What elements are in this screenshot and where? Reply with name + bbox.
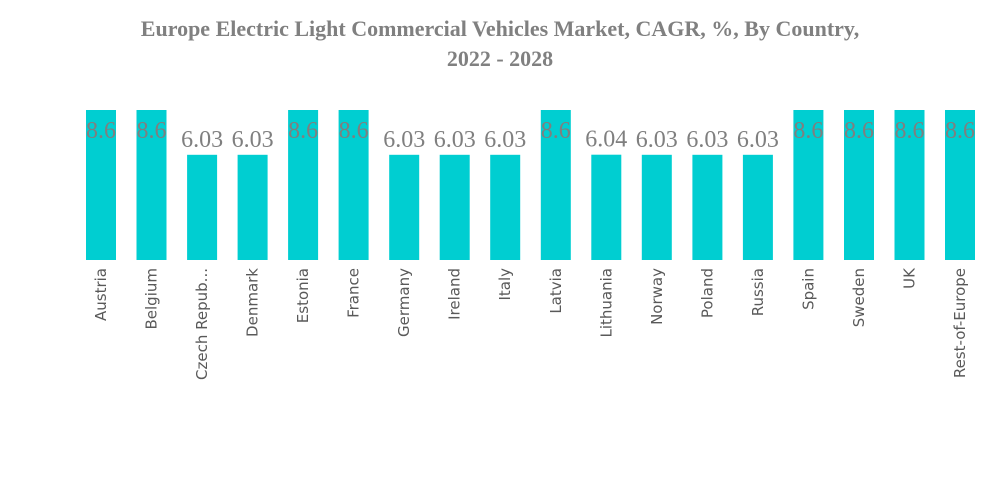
- data-label-norway: 6.03: [636, 127, 678, 153]
- data-label-russia: 6.03: [737, 127, 779, 153]
- data-label-poland: 6.03: [686, 127, 728, 153]
- bar-ireland: [439, 154, 470, 260]
- bar-denmark: [237, 154, 268, 260]
- data-label-latvia: 8.6: [541, 118, 571, 144]
- data-label-czech-repub: 6.03: [181, 127, 223, 153]
- x-tick-label-austria: Austria: [92, 268, 110, 321]
- x-tick-label-spain: Spain: [799, 268, 817, 310]
- bar-spain: [793, 110, 824, 260]
- x-tick-label-italy: Italy: [496, 268, 514, 301]
- bar-austria: [86, 110, 116, 260]
- x-tick-label-france: France: [345, 268, 363, 318]
- data-labels-group: 8.6 8.6 6.03 6.03 8.6 8.6 6.03 6.03 6.03 8.6 6.04 6…: [86, 118, 975, 153]
- data-label-belgium: 8.6: [137, 118, 167, 144]
- x-tick-label-russia: Russia: [749, 268, 767, 316]
- x-tick-label-estonia: Estonia: [294, 268, 312, 323]
- bar-estonia: [288, 110, 319, 260]
- bar-norway: [641, 154, 672, 260]
- data-label-ireland: 6.03: [434, 127, 476, 153]
- x-tick-label-latvia: Latvia: [547, 268, 565, 314]
- x-tick-label-belgium: Belgium: [143, 268, 161, 330]
- bar-poland: [692, 154, 723, 260]
- bar-czech-repub: [187, 154, 218, 260]
- bar-rest-of-europe: [945, 110, 975, 260]
- x-tick-label-ireland: Ireland: [446, 268, 464, 320]
- x-tick-labels-group: Austria Belgium Czech Repub... Denmark Eston…: [92, 267, 969, 380]
- data-label-uk: 8.6: [895, 118, 925, 144]
- x-tick-label-germany: Germany: [395, 268, 413, 337]
- x-tick-label-rest-of-europe: Rest-of-Europe: [951, 268, 969, 378]
- data-label-spain: 8.6: [793, 118, 823, 144]
- data-label-estonia: 8.6: [288, 118, 318, 144]
- x-tick-label-poland: Poland: [698, 268, 716, 318]
- data-label-austria: 8.6: [86, 118, 116, 144]
- x-tick-label-czech-repub: Czech Repub...: [193, 268, 211, 380]
- bars-group: [86, 110, 975, 260]
- x-tick-label-sweden: Sweden: [850, 268, 868, 327]
- bar-latvia: [540, 110, 571, 260]
- bar-russia: [742, 154, 773, 260]
- bar-uk: [894, 110, 925, 260]
- bar-sweden: [844, 110, 874, 260]
- data-label-denmark: 6.03: [232, 127, 274, 153]
- x-tick-label-lithuania: Lithuania: [597, 268, 615, 337]
- bar-france: [338, 110, 369, 260]
- bar-lithuania: [591, 154, 622, 260]
- bar-italy: [490, 154, 521, 260]
- data-label-lithuania: 6.04: [585, 127, 627, 153]
- x-tick-label-uk: UK: [901, 267, 919, 289]
- chart-title-line-1: Europe Electric Light Commercial Vehicle…: [140, 16, 860, 41]
- chart-title: Europe Electric Light Commercial Vehicle…: [0, 14, 1000, 74]
- data-label-sweden: 8.6: [844, 118, 874, 144]
- bar-belgium: [136, 110, 167, 260]
- data-label-italy: 6.03: [484, 127, 526, 153]
- x-tick-label-norway: Norway: [648, 268, 666, 325]
- data-label-rest-of-europe: 8.6: [945, 118, 975, 144]
- bar-germany: [389, 154, 420, 260]
- data-label-germany: 6.03: [383, 127, 425, 153]
- x-tick-label-denmark: Denmark: [244, 268, 262, 337]
- data-label-france: 8.6: [339, 118, 369, 144]
- chart-title-line-2: 2022 - 2028: [446, 46, 554, 71]
